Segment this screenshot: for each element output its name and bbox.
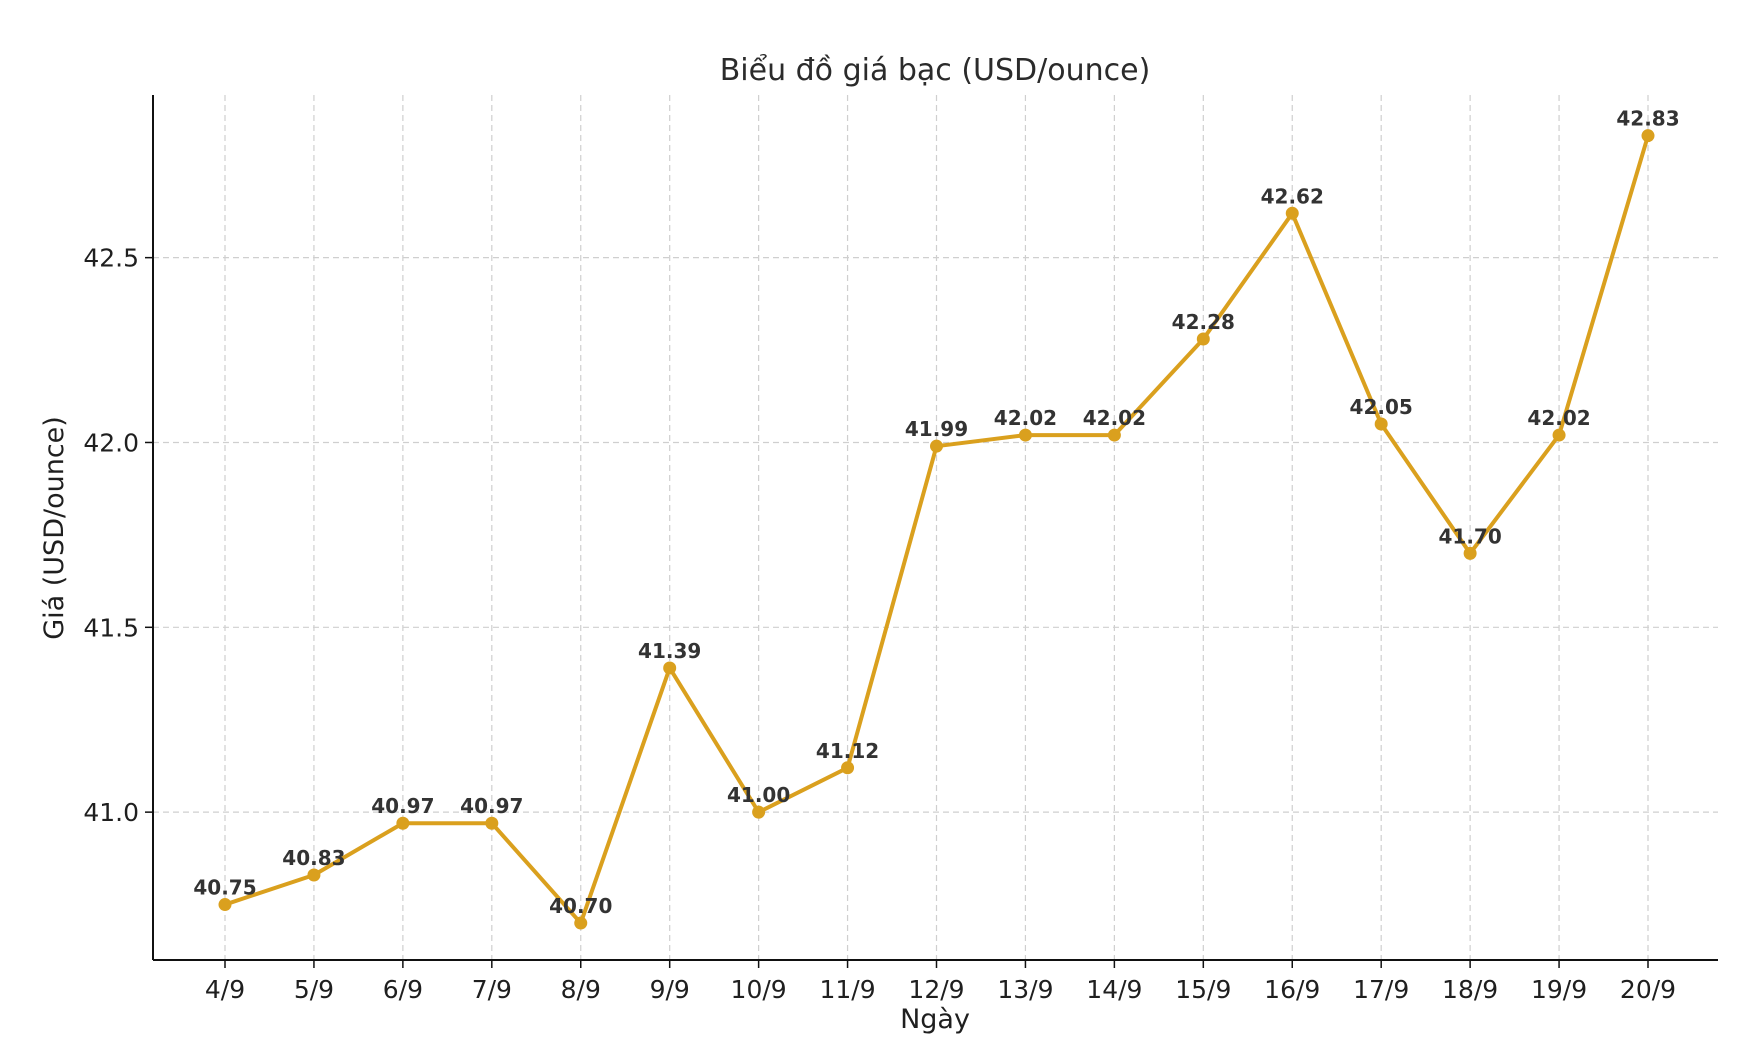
- data-point: [1463, 546, 1477, 560]
- data-label: 41.00: [727, 783, 790, 807]
- data-point: [396, 816, 410, 830]
- data-label: 40.70: [549, 894, 612, 918]
- data-point: [841, 761, 855, 775]
- data-point: [218, 898, 232, 912]
- data-label: 42.02: [1527, 406, 1590, 430]
- data-label: 40.75: [193, 876, 256, 900]
- x-tick-label: 4/9: [205, 975, 245, 1004]
- x-tick-label: 20/9: [1620, 975, 1676, 1004]
- y-tick-label: 41.5: [83, 613, 139, 642]
- x-tick-label: 7/9: [472, 975, 512, 1004]
- data-label: 42.62: [1261, 184, 1324, 208]
- y-tick-label: 42.0: [83, 428, 139, 457]
- data-point: [1107, 428, 1121, 442]
- data-point: [1641, 129, 1655, 143]
- data-point: [1196, 332, 1210, 346]
- x-tick-label: 17/9: [1353, 975, 1409, 1004]
- data-label: 41.39: [638, 639, 701, 663]
- data-label: 40.97: [460, 794, 523, 818]
- data-label: 40.97: [371, 794, 434, 818]
- data-labels: 40.75 40.83 40.97 40.97 40.70 41.39 41.00 41.12…: [193, 107, 1679, 918]
- data-label: 41.12: [816, 739, 879, 763]
- x-tick-label: 18/9: [1442, 975, 1498, 1004]
- data-label: 40.83: [282, 846, 345, 870]
- data-label: 41.99: [905, 417, 968, 441]
- y-axis-ticks: 41.0 41.5 42.0 42.5: [83, 244, 153, 827]
- x-tick-label: 8/9: [561, 975, 601, 1004]
- x-tick-label: 5/9: [294, 975, 334, 1004]
- data-point: [307, 868, 321, 882]
- x-tick-label: 12/9: [908, 975, 964, 1004]
- y-tick-label: 42.5: [83, 244, 139, 273]
- data-label: 42.28: [1172, 310, 1235, 334]
- series-silver-price: [218, 129, 1655, 930]
- data-point: [663, 661, 677, 675]
- data-point: [1285, 206, 1299, 220]
- x-tick-label: 9/9: [650, 975, 690, 1004]
- data-point: [1018, 428, 1032, 442]
- grid-lines: [153, 95, 1718, 960]
- data-label: 42.05: [1350, 395, 1413, 419]
- data-label: 41.70: [1438, 524, 1501, 548]
- x-tick-label: 11/9: [819, 975, 875, 1004]
- x-tick-label: 13/9: [997, 975, 1053, 1004]
- x-axis-label: Ngày: [900, 1004, 970, 1035]
- y-axis-label: Giá (USD/ounce): [39, 416, 70, 640]
- data-point: [752, 805, 766, 819]
- x-tick-label: 10/9: [731, 975, 787, 1004]
- data-label: 42.02: [994, 406, 1057, 430]
- y-tick-label: 41.0: [83, 798, 139, 827]
- chart-title: Biểu đồ giá bạc (USD/ounce): [720, 52, 1151, 88]
- data-point: [485, 816, 499, 830]
- data-point: [1552, 428, 1566, 442]
- data-label: 42.83: [1616, 107, 1679, 131]
- data-point: [930, 439, 943, 453]
- x-tick-label: 14/9: [1086, 975, 1142, 1004]
- data-point: [574, 916, 588, 930]
- x-tick-label: 19/9: [1531, 975, 1587, 1004]
- x-axis-ticks: 4/9 5/9 6/9 7/9 8/9 9/9 10/9 11/9 12/9 13/9 14/9 15…: [205, 960, 1676, 1004]
- x-tick-label: 6/9: [383, 975, 423, 1004]
- data-point: [1374, 417, 1388, 431]
- data-label: 42.02: [1083, 406, 1146, 430]
- x-tick-label: 16/9: [1264, 975, 1320, 1004]
- x-tick-label: 15/9: [1175, 975, 1231, 1004]
